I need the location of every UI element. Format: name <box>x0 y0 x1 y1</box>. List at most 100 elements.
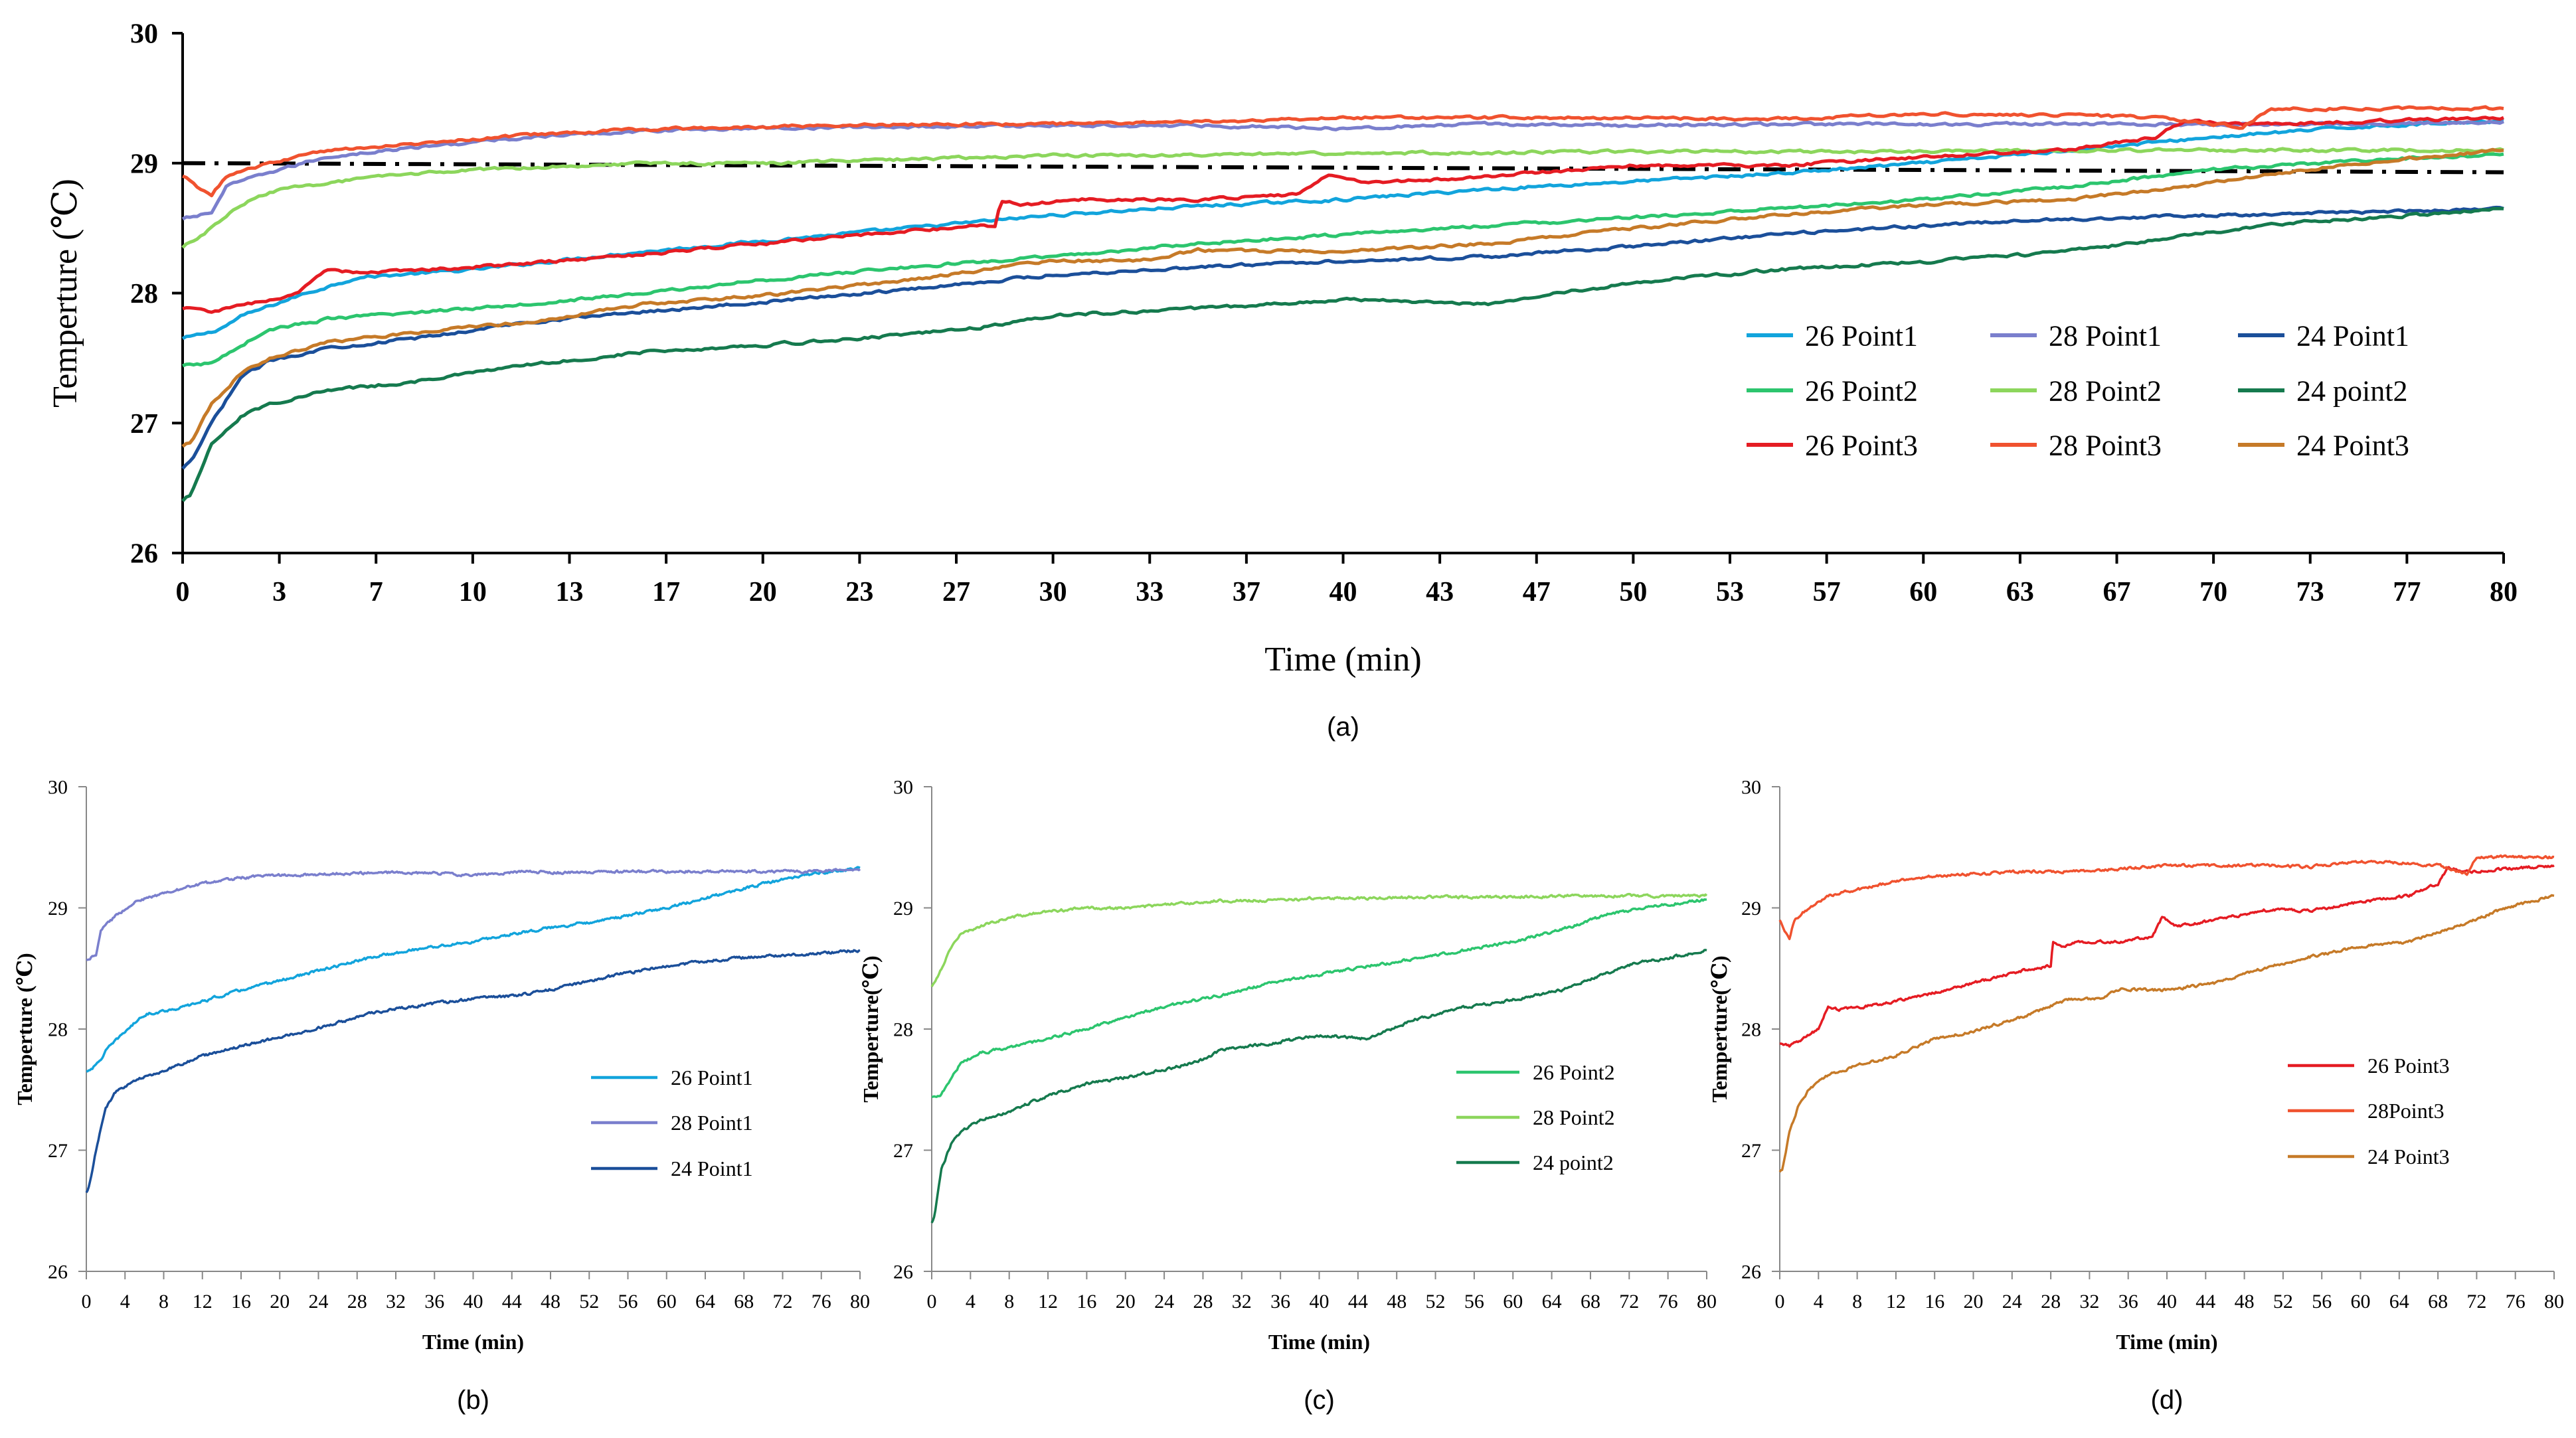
legend: 26 Point1 28 Point1 24 Point1 26 Point2 28 P… <box>1747 319 2409 461</box>
x-tick-label: 60 <box>1503 1291 1523 1313</box>
x-tick-label: 30 <box>1039 577 1067 607</box>
x-tick-label: 48 <box>1387 1291 1407 1313</box>
x-axis-label: Time (min) <box>2116 1330 2217 1354</box>
series-line-26-point3 <box>1779 864 2555 1048</box>
x-tick-label: 16 <box>231 1291 251 1313</box>
x-tick-label: 72 <box>773 1291 793 1313</box>
series-line-28-point3 <box>1778 854 2555 941</box>
x-tick-label: 64 <box>2389 1291 2409 1313</box>
series-line-28-point2 <box>930 892 1708 987</box>
y-tick-label: 29 <box>48 898 68 919</box>
x-tick-label: 48 <box>541 1291 560 1313</box>
legend-label: 28 Point2 <box>2049 374 2162 407</box>
x-tick-label: 64 <box>695 1291 715 1313</box>
x-tick-label: 60 <box>1909 577 1937 607</box>
x-tick-label: 28 <box>1193 1291 1213 1313</box>
legend-label: 24 Point1 <box>2296 319 2409 352</box>
x-tick-label: 37 <box>1233 577 1260 607</box>
legend-label: 26 Point2 <box>1805 374 1918 407</box>
legend-label: 26 Point3 <box>2367 1054 2450 1078</box>
y-tick-label: 26 <box>1741 1261 1761 1283</box>
legend-label: 26 Point2 <box>1533 1060 1615 1084</box>
y-tick-label: 28 <box>893 1019 913 1041</box>
x-tick-label: 0 <box>927 1291 937 1313</box>
legend-label: 24 Point3 <box>2296 429 2409 461</box>
legend-label: 28 Point3 <box>2049 429 2162 461</box>
x-tick-label: 20 <box>749 577 777 607</box>
legend-label: 28 Point1 <box>2049 319 2162 352</box>
x-tick-label: 28 <box>2041 1291 2061 1313</box>
x-tick-label: 63 <box>2006 577 2034 607</box>
x-tick-label: 4 <box>1814 1291 1824 1313</box>
x-tick-label: 64 <box>1542 1291 1562 1313</box>
x-axis-label: Time (min) <box>422 1330 524 1354</box>
series-line-26-point2 <box>182 152 2504 368</box>
x-tick-label: 68 <box>734 1291 754 1313</box>
x-tick-label: 48 <box>2235 1291 2255 1313</box>
legend-label: 24 Point3 <box>2367 1145 2450 1168</box>
x-axis-label: Time (min) <box>1264 641 1421 679</box>
x-tick-label: 52 <box>1426 1291 1446 1313</box>
x-tick-label: 72 <box>1619 1291 1639 1313</box>
x-tick-label: 8 <box>1852 1291 1862 1313</box>
x-tick-label: 73 <box>2296 577 2324 607</box>
series-line-24-point2 <box>181 206 2504 503</box>
series-line-24-point2 <box>930 949 1707 1224</box>
legend-label: 24 point2 <box>1533 1151 1614 1174</box>
x-tick-label: 13 <box>556 577 584 607</box>
y-tick-label: 26 <box>130 539 158 570</box>
y-tick-label: 30 <box>1741 777 1761 799</box>
y-tick-label: 29 <box>130 149 158 179</box>
legend-label: 24 Point1 <box>671 1157 753 1180</box>
series-line-28-point3 <box>182 105 2504 198</box>
y-tick-label: 30 <box>130 19 158 50</box>
x-tick-label: 8 <box>159 1291 169 1313</box>
x-tick-label: 32 <box>1232 1291 1252 1313</box>
x-tick-label: 70 <box>2199 577 2227 607</box>
x-tick-label: 80 <box>2544 1291 2564 1313</box>
x-tick-label: 20 <box>1964 1291 1984 1313</box>
y-tick-label: 28 <box>130 279 158 309</box>
y-tick-label: 29 <box>893 898 913 919</box>
y-axis-label: Temperture(℃) <box>1707 955 1731 1102</box>
x-tick-label: 56 <box>1464 1291 1484 1313</box>
x-tick-label: 68 <box>2428 1291 2448 1313</box>
series-line-24-point1 <box>85 949 861 1194</box>
legend-label: 28Point3 <box>2367 1099 2445 1123</box>
x-tick-label: 24 <box>2002 1291 2022 1313</box>
x-tick-label: 52 <box>2273 1291 2293 1313</box>
x-tick-label: 43 <box>1426 577 1454 607</box>
legend-label: 24 point2 <box>2296 374 2407 407</box>
y-tick-label: 30 <box>48 777 68 799</box>
x-tick-label: 32 <box>386 1291 406 1313</box>
legend-label: 28 Point1 <box>671 1111 753 1135</box>
x-tick-label: 57 <box>1813 577 1841 607</box>
chart-caption: (a) <box>1327 712 1359 742</box>
legend-label: 26 Point3 <box>1805 429 1918 461</box>
x-tick-label: 47 <box>1523 577 1551 607</box>
x-tick-label: 52 <box>579 1291 599 1313</box>
x-tick-label: 76 <box>812 1291 831 1313</box>
x-tick-label: 12 <box>193 1291 213 1313</box>
x-tick-label: 23 <box>845 577 873 607</box>
x-tick-label: 0 <box>82 1291 92 1313</box>
y-tick-label: 30 <box>893 777 913 799</box>
series-line-28-point2 <box>181 147 2504 249</box>
chart-caption: (b) <box>457 1386 489 1415</box>
x-tick-label: 56 <box>618 1291 638 1313</box>
x-tick-label: 50 <box>1619 577 1647 607</box>
x-tick-label: 40 <box>1310 1291 1330 1313</box>
x-tick-label: 76 <box>2506 1291 2526 1313</box>
series-line-24-point3 <box>181 147 2504 448</box>
x-tick-label: 20 <box>270 1291 290 1313</box>
series-line-26-point1 <box>86 866 861 1073</box>
x-tick-label: 16 <box>1076 1291 1096 1313</box>
x-tick-label: 24 <box>1154 1291 1174 1313</box>
x-tick-label: 4 <box>120 1291 130 1313</box>
legend: 26 Point3 28Point3 24 Point3 <box>2288 1054 2450 1168</box>
x-tick-label: 80 <box>2490 577 2518 607</box>
